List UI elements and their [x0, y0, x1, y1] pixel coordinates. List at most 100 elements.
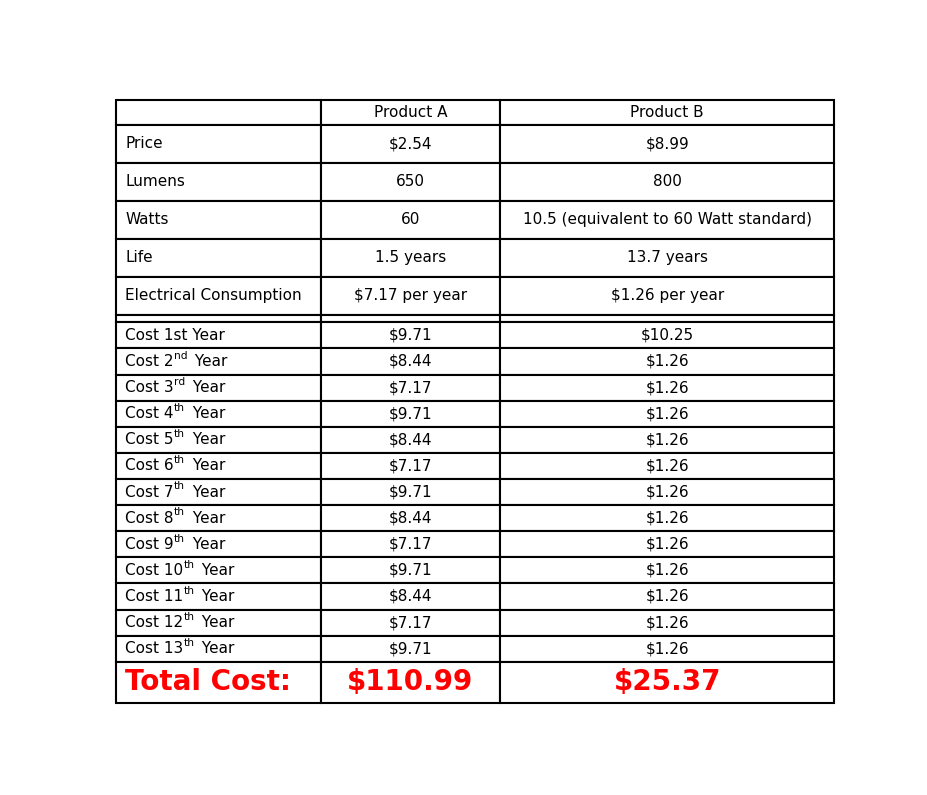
- Text: $2.54: $2.54: [388, 136, 432, 151]
- Bar: [321, 505, 501, 531]
- Bar: [321, 661, 501, 703]
- Bar: [321, 453, 501, 479]
- Bar: [321, 238, 501, 277]
- Bar: [321, 636, 501, 661]
- Text: th: th: [174, 533, 184, 544]
- Text: $9.71: $9.71: [388, 484, 432, 499]
- Text: Cost 12: Cost 12: [125, 615, 184, 630]
- Text: $7.17: $7.17: [388, 380, 432, 395]
- Bar: [116, 163, 321, 201]
- Text: $1.26: $1.26: [645, 484, 689, 499]
- Bar: [321, 277, 501, 315]
- Text: Cost 11: Cost 11: [125, 589, 184, 604]
- Text: Year: Year: [188, 380, 225, 395]
- Text: th: th: [184, 638, 195, 648]
- Text: Cost 9: Cost 9: [125, 537, 174, 552]
- Text: Price: Price: [125, 136, 163, 151]
- Bar: [321, 125, 501, 163]
- Text: Year: Year: [187, 510, 225, 525]
- Text: th: th: [184, 560, 195, 570]
- Text: 60: 60: [400, 212, 420, 227]
- Text: $8.44: $8.44: [388, 510, 432, 525]
- Bar: [321, 348, 501, 374]
- Bar: [116, 453, 321, 479]
- Text: th: th: [173, 481, 184, 491]
- Bar: [501, 610, 834, 636]
- Text: th: th: [173, 507, 184, 518]
- Bar: [501, 322, 834, 348]
- Text: $1.26: $1.26: [645, 537, 689, 552]
- Text: $8.44: $8.44: [388, 432, 432, 448]
- Text: $1.26: $1.26: [645, 354, 689, 369]
- Text: th: th: [184, 586, 195, 595]
- Text: nd: nd: [173, 351, 187, 361]
- Text: Cost 6: Cost 6: [125, 459, 174, 473]
- Text: $25.37: $25.37: [614, 669, 721, 696]
- Text: $9.71: $9.71: [388, 563, 432, 578]
- Text: $7.17: $7.17: [388, 537, 432, 552]
- Text: 1.5 years: 1.5 years: [375, 250, 446, 266]
- Bar: [116, 479, 321, 505]
- Bar: [501, 374, 834, 401]
- Bar: [501, 100, 834, 125]
- Text: Year: Year: [187, 432, 225, 448]
- Text: $8.44: $8.44: [388, 589, 432, 604]
- Text: Cost 8: Cost 8: [125, 510, 173, 525]
- Bar: [321, 427, 501, 453]
- Bar: [501, 315, 834, 322]
- Text: Cost 10: Cost 10: [125, 563, 184, 578]
- Text: th: th: [173, 403, 184, 413]
- Text: Cost 13: Cost 13: [125, 642, 184, 656]
- Text: th: th: [184, 612, 195, 622]
- Bar: [501, 238, 834, 277]
- Text: rd: rd: [174, 377, 185, 387]
- Text: Year: Year: [187, 537, 225, 552]
- Text: Year: Year: [190, 354, 228, 369]
- Text: Year: Year: [187, 484, 225, 499]
- Bar: [321, 315, 501, 322]
- Text: Product A: Product A: [374, 105, 447, 120]
- Bar: [501, 557, 834, 584]
- Text: $9.71: $9.71: [388, 642, 432, 656]
- Text: $9.71: $9.71: [388, 328, 432, 343]
- Bar: [116, 427, 321, 453]
- Text: $1.26: $1.26: [645, 615, 689, 630]
- Bar: [321, 201, 501, 238]
- Bar: [321, 163, 501, 201]
- Bar: [501, 125, 834, 163]
- Text: th: th: [173, 429, 184, 439]
- Bar: [116, 374, 321, 401]
- Bar: [501, 348, 834, 374]
- Bar: [501, 453, 834, 479]
- Bar: [321, 584, 501, 610]
- Text: $1.26: $1.26: [645, 563, 689, 578]
- Text: $8.99: $8.99: [645, 136, 689, 151]
- Bar: [116, 505, 321, 531]
- Text: $1.26: $1.26: [645, 642, 689, 656]
- Text: Cost 3: Cost 3: [125, 380, 174, 395]
- Text: 10.5 (equivalent to 60 Watt standard): 10.5 (equivalent to 60 Watt standard): [523, 212, 812, 227]
- Bar: [116, 584, 321, 610]
- Text: $1.26: $1.26: [645, 510, 689, 525]
- Text: $7.17 per year: $7.17 per year: [354, 289, 467, 304]
- Text: th: th: [174, 456, 184, 465]
- Bar: [501, 277, 834, 315]
- Bar: [321, 100, 501, 125]
- Text: Cost 4: Cost 4: [125, 406, 173, 421]
- Bar: [116, 322, 321, 348]
- Bar: [501, 163, 834, 201]
- Text: $1.26 per year: $1.26 per year: [611, 289, 724, 304]
- Bar: [501, 661, 834, 703]
- Text: Year: Year: [187, 406, 225, 421]
- Text: $7.17: $7.17: [388, 459, 432, 473]
- Text: Life: Life: [125, 250, 153, 266]
- Text: Cost 5: Cost 5: [125, 432, 173, 448]
- Bar: [116, 100, 321, 125]
- Text: $1.26: $1.26: [645, 432, 689, 448]
- Bar: [501, 479, 834, 505]
- Bar: [321, 374, 501, 401]
- Bar: [501, 201, 834, 238]
- Bar: [116, 238, 321, 277]
- Bar: [501, 531, 834, 557]
- Bar: [501, 401, 834, 427]
